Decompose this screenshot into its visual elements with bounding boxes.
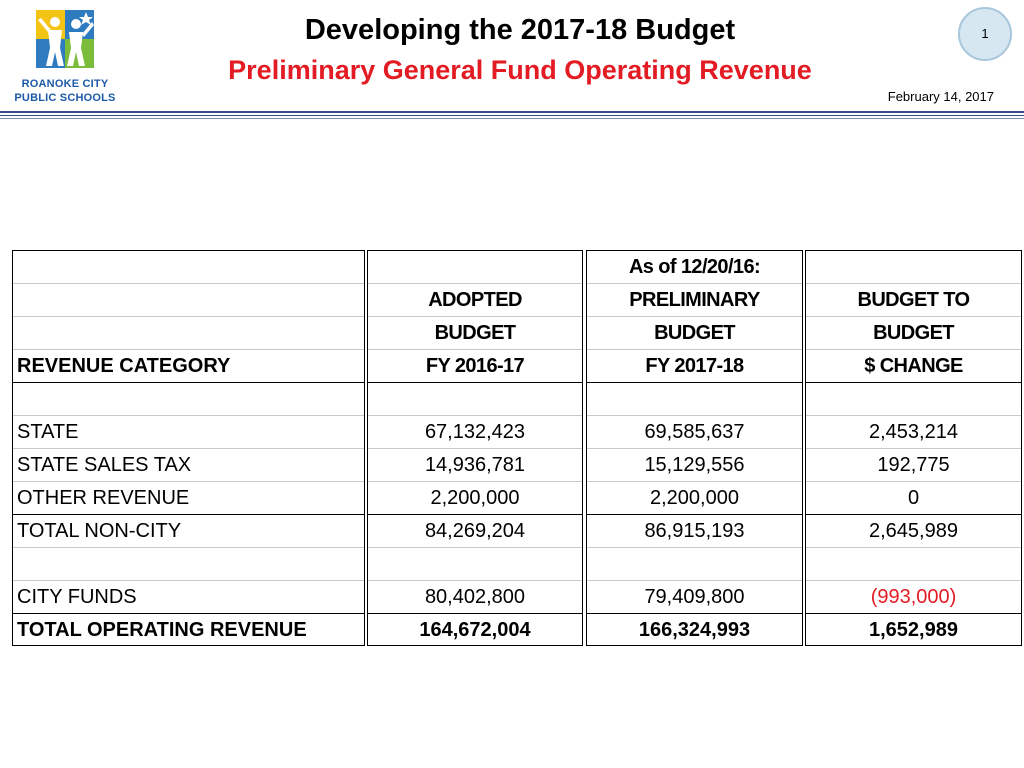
row-label: TOTAL NON-CITY (13, 515, 364, 548)
preliminary-value: 69,585,637 (587, 416, 802, 449)
preliminary-header-line0: As of 12/20/16: (587, 251, 802, 284)
table-row (368, 383, 582, 416)
row-label: STATE SALES TAX (13, 449, 364, 482)
preliminary-value: 86,915,193 (587, 515, 802, 548)
page-title: Developing the 2017-18 Budget (304, 14, 736, 46)
adopted-column: ADOPTED BUDGET FY 2016-17 67,132,423 14,… (367, 250, 583, 646)
adopted-value: 80,402,800 (368, 581, 582, 614)
preliminary-value: 2,200,000 (587, 482, 802, 515)
roanoke-city-schools-logo: ROANOKE CITY PUBLIC SCHOOLS (10, 4, 120, 108)
row-label-total: TOTAL OPERATING REVENUE (17, 619, 307, 641)
adopted-total: 164,672,004 (419, 619, 531, 641)
adopted-value: 14,936,781 (368, 449, 582, 482)
preliminary-value: 79,409,800 (587, 581, 802, 614)
table-row (13, 317, 364, 350)
adopted-header-line1: ADOPTED (368, 284, 582, 317)
table-row (13, 284, 364, 317)
table-row (13, 548, 364, 581)
preliminary-value: 15,129,556 (587, 449, 802, 482)
preliminary-header-line1: PRELIMINARY (587, 284, 802, 317)
logo-text-line2: PUBLIC SCHOOLS (14, 92, 116, 104)
table-row (806, 251, 1021, 284)
table-row (806, 548, 1021, 581)
change-value: 0 (806, 482, 1021, 515)
change-total: 1,652,989 (869, 619, 958, 641)
change-header-line2: BUDGET (806, 317, 1021, 350)
preliminary-header-line2: BUDGET (587, 317, 802, 350)
preliminary-column: As of 12/20/16: PRELIMINARY BUDGET FY 20… (586, 250, 803, 646)
change-value-negative: (993,000) (806, 581, 1021, 614)
category-column: REVENUE CATEGORY STATE STATE SALES TAX O… (12, 250, 365, 646)
header-divider (0, 118, 1024, 119)
change-column: BUDGET TO BUDGET $ CHANGE 2,453,214 192,… (805, 250, 1022, 646)
table-row (368, 548, 582, 581)
table-row (587, 548, 802, 581)
adopted-value: 84,269,204 (368, 515, 582, 548)
slide-date: February 14, 2017 (887, 89, 994, 104)
adopted-value: 67,132,423 (368, 416, 582, 449)
page-subtitle: Preliminary General Fund Operating Reven… (228, 55, 812, 85)
change-header-line3: $ CHANGE (806, 350, 1021, 383)
revenue-table: REVENUE CATEGORY STATE STATE SALES TAX O… (12, 250, 1022, 646)
adopted-header-line3: FY 2016-17 (368, 350, 582, 383)
table-row (587, 383, 802, 416)
header-divider (0, 115, 1024, 116)
school-children-logo-icon (34, 8, 96, 70)
adopted-value: 2,200,000 (368, 482, 582, 515)
change-value: 2,453,214 (806, 416, 1021, 449)
row-label: STATE (13, 416, 364, 449)
table-row (368, 251, 582, 284)
logo-text-line1: ROANOKE CITY (21, 78, 109, 90)
row-label: CITY FUNDS (13, 581, 364, 614)
page-number-badge: 1 (958, 7, 1012, 61)
row-label: OTHER REVENUE (13, 482, 364, 515)
change-header-line1: BUDGET TO (806, 284, 1021, 317)
change-value: 2,645,989 (806, 515, 1021, 548)
preliminary-total: 166,324,993 (638, 619, 751, 641)
category-header: REVENUE CATEGORY (13, 350, 364, 383)
preliminary-header-line3: FY 2017-18 (587, 350, 802, 383)
header-divider (0, 111, 1024, 113)
table-row (13, 251, 364, 284)
adopted-header-line2: BUDGET (368, 317, 582, 350)
table-row (806, 383, 1021, 416)
change-value: 192,775 (806, 449, 1021, 482)
table-row (13, 383, 364, 416)
